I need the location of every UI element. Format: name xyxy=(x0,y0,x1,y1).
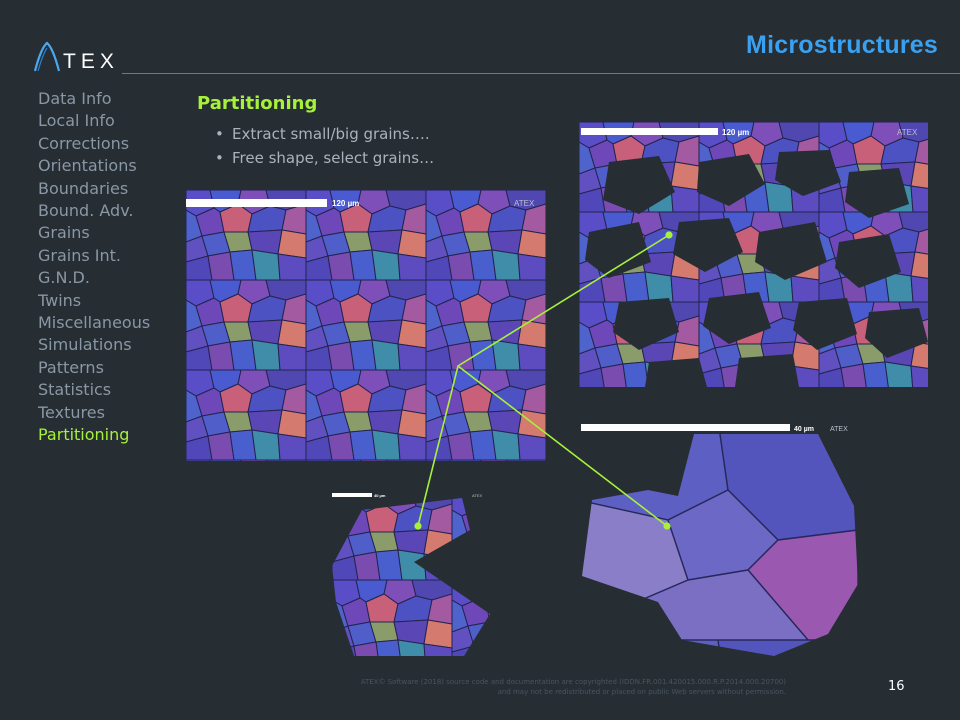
sidebar-item-textures[interactable]: Textures xyxy=(38,402,105,422)
grain-map-free-shape: 40 µm ATEX xyxy=(332,490,492,658)
sidebar-item-patterns[interactable]: Patterns xyxy=(38,357,104,377)
scale-label: 40 µm xyxy=(794,426,814,433)
atex-logo: TEX xyxy=(33,40,123,74)
page-number: 16 xyxy=(888,679,905,694)
bullet-item: Free shape, select grains… xyxy=(215,146,434,170)
sidebar-nav: Data Info Local Info Corrections Orienta… xyxy=(38,88,178,447)
sidebar-item-gnd[interactable]: G.N.D. xyxy=(38,268,90,288)
sidebar-item-simulations[interactable]: Simulations xyxy=(38,335,132,355)
map-watermark: ATEX xyxy=(897,128,918,137)
sidebar-item-corrections[interactable]: Corrections xyxy=(38,133,130,153)
bullet-list: Extract small/big grains…. Free shape, s… xyxy=(215,122,434,170)
scale-label: 120 µm xyxy=(332,199,359,208)
scale-bar xyxy=(581,424,790,431)
scale-label: 40 µm xyxy=(374,493,386,498)
scale-label: 120 µm xyxy=(722,128,749,137)
copyright-notice: ATEX© Software (2018) source code and do… xyxy=(361,677,786,697)
sidebar-item-miscellaneous[interactable]: Miscellaneous xyxy=(38,313,151,333)
sidebar-item-data-info[interactable]: Data Info xyxy=(38,89,112,108)
sidebar-item-bound-adv[interactable]: Bound. Adv. xyxy=(38,201,134,221)
scale-bar xyxy=(581,128,718,135)
sidebar-item-orientations[interactable]: Orientations xyxy=(38,156,137,176)
sidebar-item-grains-int[interactable]: Grains Int. xyxy=(38,245,122,265)
grain-map-small-grains: 120 µm ATEX xyxy=(579,122,928,387)
map-watermark: ATEX xyxy=(472,493,482,498)
page-title: Microstructures xyxy=(746,31,938,59)
sidebar-item-local-info[interactable]: Local Info xyxy=(38,111,115,131)
sidebar-item-partitioning[interactable]: Partitioning xyxy=(38,425,130,445)
scale-bar xyxy=(332,493,372,497)
section-title: Partitioning xyxy=(197,93,318,114)
scale-bar xyxy=(186,199,327,207)
map-watermark: ATEX xyxy=(830,426,848,433)
sidebar-item-statistics[interactable]: Statistics xyxy=(38,380,112,400)
sidebar-item-boundaries[interactable]: Boundaries xyxy=(38,178,129,198)
map-watermark: ATEX xyxy=(514,199,535,208)
grain-map-main: 120 µm ATEX xyxy=(186,190,546,461)
sidebar-item-grains[interactable]: Grains xyxy=(38,223,90,243)
copyright-line: ATEX© Software (2018) source code and do… xyxy=(360,678,786,686)
header-divider xyxy=(122,73,960,74)
sidebar-item-twins[interactable]: Twins xyxy=(38,290,82,310)
copyright-line: and may not be redistributed or placed o… xyxy=(497,688,786,696)
svg-text:TEX: TEX xyxy=(63,50,119,73)
bullet-item: Extract small/big grains…. xyxy=(215,122,434,146)
grain-map-selected-grains: 40 µm ATEX xyxy=(578,420,858,656)
